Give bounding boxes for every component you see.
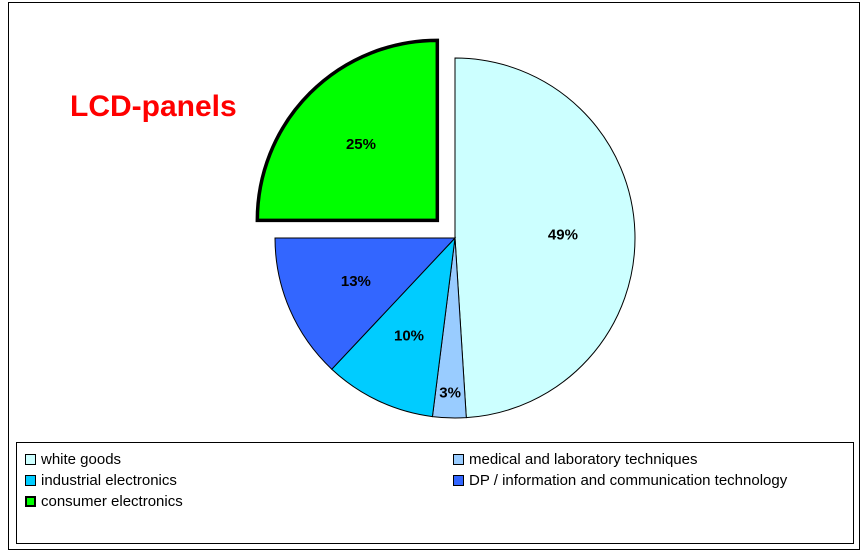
legend-label: white goods [41,451,122,468]
legend-swatch [25,496,36,507]
legend-item-consumer: consumer electronics [25,493,183,510]
chart-legend: white goods medical and laboratory techn… [16,442,854,544]
legend-item-white-goods: white goods [25,451,121,468]
pie-data-label: 25% [346,136,376,153]
legend-item-industrial: industrial electronics [25,472,177,489]
legend-swatch [25,475,36,486]
pie-data-label: 13% [341,273,371,290]
pie-slice [255,38,440,223]
pie-slice [331,236,456,418]
pie-data-label: 49% [548,227,578,244]
pie-data-label: 10% [394,328,424,345]
legend-swatch [453,454,464,465]
chart-title: LCD-panels [70,90,237,123]
legend-label: industrial electronics [41,472,177,489]
legend-label: consumer electronics [41,493,183,510]
pie-slice [454,57,636,419]
legend-item-medical: medical and laboratory techniques [453,451,697,468]
legend-item-dp-ict: DP / information and communication techn… [453,472,787,489]
legend-swatch [453,475,464,486]
pie-data-label: 3% [439,385,461,402]
legend-swatch [25,454,36,465]
legend-label: medical and laboratory techniques [469,451,698,468]
legend-label: DP / information and communication techn… [469,472,788,489]
pie-slice [274,237,457,370]
